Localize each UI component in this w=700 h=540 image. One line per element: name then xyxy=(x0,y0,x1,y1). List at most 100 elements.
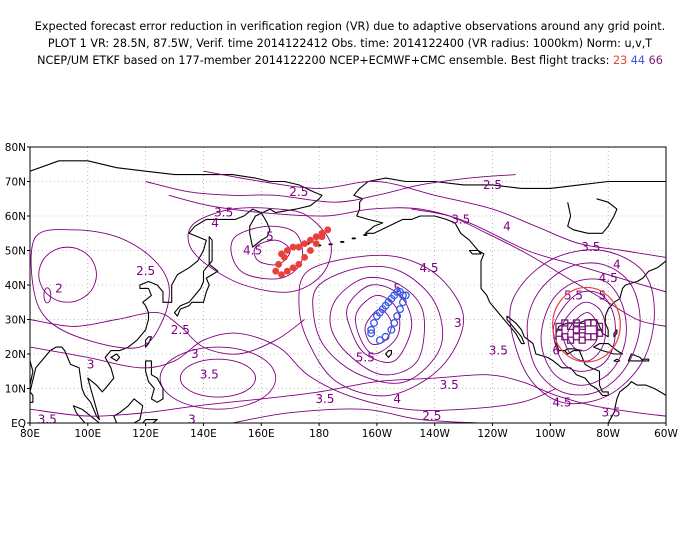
contour-5-central xyxy=(355,294,401,355)
coast-jamaica xyxy=(613,358,621,363)
track-23-point xyxy=(272,267,280,275)
coast-hainan xyxy=(110,353,121,362)
header-line-3: NCEP/UM ETKF based on 177-member 2014122… xyxy=(0,52,700,69)
contour-label: 4.5 xyxy=(552,395,571,409)
lat-tick-label: 60N xyxy=(5,211,26,223)
contour-label: 4 xyxy=(503,219,511,233)
contour-label: 3.5 xyxy=(440,378,459,392)
contour-label: 2.5 xyxy=(483,178,502,192)
track-23-point xyxy=(318,229,326,237)
track-id-23: 23 xyxy=(612,54,628,67)
header-line-3-text: NCEP/UM ETKF based on 177-member 2014122… xyxy=(37,54,610,67)
coast-philippines xyxy=(145,360,164,403)
contour-4-5-west-lobe xyxy=(230,225,304,280)
track-23-point xyxy=(289,243,297,251)
lat-tick-label: 50N xyxy=(5,246,26,258)
contour-label: 5.5 xyxy=(356,350,375,364)
track-23-point xyxy=(301,240,309,248)
track-44-point xyxy=(390,319,399,327)
contour-2-west xyxy=(38,246,97,303)
contour-label: 3.5 xyxy=(451,212,470,226)
contour-lines xyxy=(30,170,666,423)
contour-4-5-central xyxy=(346,284,413,363)
contour-label: 6 xyxy=(552,344,560,358)
track-66-point xyxy=(584,333,592,341)
lon-tick-label: 60W xyxy=(654,428,678,440)
lon-tick-label: 100E xyxy=(74,428,101,440)
track-66-point xyxy=(572,333,581,341)
contour-5-east xyxy=(552,290,616,372)
lat-tick-label: 10N xyxy=(5,384,26,396)
track-44-point xyxy=(367,329,376,338)
contour-4-gulf-of-alaska xyxy=(411,208,666,327)
lat-tick-label: 20N xyxy=(5,349,26,361)
aleutian-island xyxy=(351,237,356,240)
coast-puerto-rico xyxy=(642,358,650,362)
track-66-point xyxy=(590,333,598,341)
contour-label: 3.5 xyxy=(602,406,621,420)
coast-hawaii xyxy=(385,350,392,358)
track-23-point xyxy=(295,243,303,251)
coast-sakhalin xyxy=(208,236,213,265)
contour-label: 2.5 xyxy=(289,185,308,199)
coast-hudson-bay xyxy=(567,198,618,234)
contour-6-east xyxy=(567,312,599,352)
coast-newfoundland xyxy=(665,249,666,262)
lon-tick-label: 80E xyxy=(20,428,40,440)
contour-label: 3 xyxy=(191,347,199,361)
lat-tick-label: 40N xyxy=(5,280,26,292)
track-23-point xyxy=(324,226,332,234)
track-44-point xyxy=(381,332,390,341)
contour-label: 4 xyxy=(393,392,401,406)
verification-region-circle xyxy=(552,286,621,363)
track-23-point xyxy=(295,260,303,268)
lon-tick-label: 160E xyxy=(248,428,275,440)
contour-small-loop xyxy=(43,287,52,304)
contour-label: 3.5 xyxy=(214,206,233,220)
contour-label: 2 xyxy=(55,281,63,295)
track-66-point xyxy=(555,329,563,337)
contour-4-central xyxy=(329,276,425,376)
lon-tick-label: 140E xyxy=(190,428,217,440)
coast-vancouver-island xyxy=(468,249,482,255)
coast-bahamas xyxy=(613,329,618,338)
coast-cuba xyxy=(593,343,624,355)
contour-3-north-band xyxy=(203,170,666,258)
contour-2-5-north-pacific xyxy=(145,174,516,203)
contour-2-5-west-basin xyxy=(30,229,170,349)
contour-label: 3 xyxy=(454,316,462,330)
lon-tick-label: 80W xyxy=(596,428,620,440)
track-id-44: 44 xyxy=(630,54,646,67)
coast-japan xyxy=(173,263,219,317)
track-44-point xyxy=(370,319,378,327)
contour-label: 3.5 xyxy=(38,413,57,427)
track-23-point xyxy=(283,247,291,254)
track-44-point xyxy=(367,325,376,334)
coast-taiwan xyxy=(145,336,152,348)
contour-3-5-south-loop xyxy=(179,358,256,398)
track-id-66: 66 xyxy=(648,54,663,67)
contour-2-5-south-west xyxy=(30,312,305,355)
track-23-point xyxy=(283,267,291,275)
lon-tick-label: 120E xyxy=(132,428,159,440)
lat-tick-label: EQ xyxy=(11,418,26,430)
coast-sumatra xyxy=(72,405,100,423)
track-23-point xyxy=(307,236,314,244)
coast-eurasia-east xyxy=(30,160,323,421)
contour-label: 4 xyxy=(613,257,621,271)
contour-5-5-east xyxy=(561,301,606,362)
contour-3-5-north xyxy=(168,194,666,293)
track-66-point xyxy=(578,336,586,344)
header-line-1: Expected forecast error reduction in ver… xyxy=(34,20,666,33)
contour-label: 5 xyxy=(599,288,607,302)
lon-tick-label: 180 xyxy=(309,428,329,440)
contour-4-5-east xyxy=(540,278,627,386)
contour-3-central xyxy=(298,254,465,397)
contour-label: 3 xyxy=(87,357,95,371)
track-23-point xyxy=(278,271,285,279)
contour-3-5-east xyxy=(509,249,655,405)
contour-label: 5.5 xyxy=(564,288,583,302)
aleutian-island xyxy=(363,233,368,236)
